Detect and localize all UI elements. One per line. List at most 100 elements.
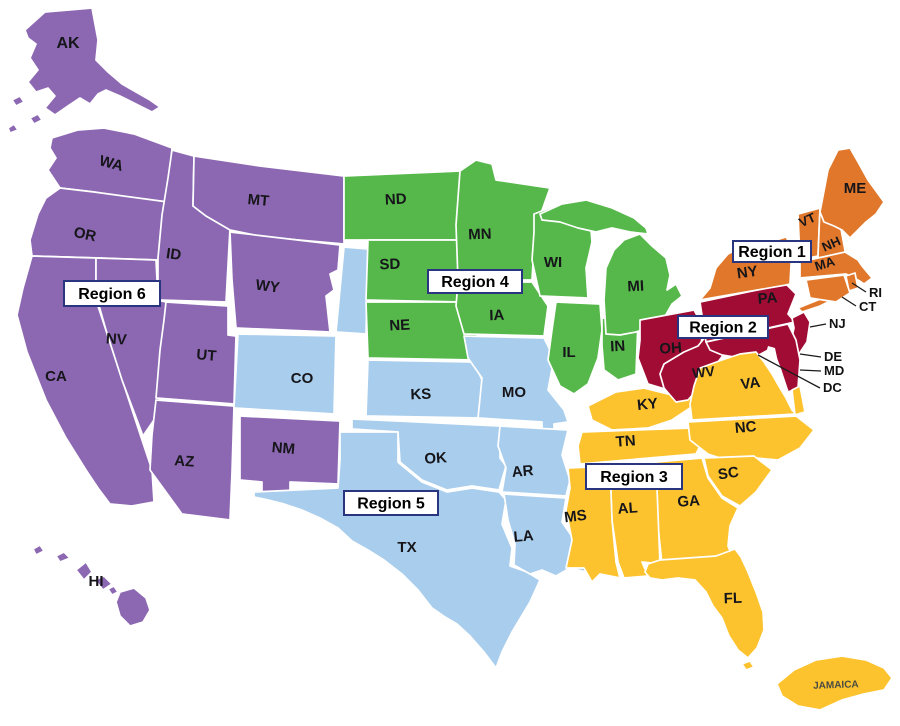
state-label-ga: GA — [677, 492, 701, 511]
tn-shape — [577, 427, 703, 465]
state-label-ok: OK — [424, 449, 448, 468]
state-label-fl: FL — [723, 590, 742, 608]
region4-label: Region 4 — [441, 274, 509, 291]
state-label-sd: SD — [379, 256, 401, 274]
state-label-il: IL — [562, 344, 575, 361]
va-eastern-shore-shape — [791, 385, 806, 416]
state-label-vt: VT — [797, 210, 818, 230]
il-shape — [547, 301, 603, 395]
state-label-mt: MT — [247, 191, 270, 210]
state-label-la: LA — [513, 527, 535, 546]
state-label-ak: AK — [56, 35, 80, 52]
state-label-ny: NY — [736, 263, 759, 283]
region1-label-box — [732, 240, 812, 263]
state-label-oh: OH — [659, 339, 683, 358]
callout-line-de — [799, 353, 822, 358]
state-label-mo: MO — [502, 384, 526, 401]
hi-isle-1-shape — [32, 544, 45, 556]
state-label-nd: ND — [384, 190, 407, 208]
state-label-wv: WV — [691, 363, 716, 381]
or-shape — [29, 187, 169, 261]
state-label-hi: HI — [89, 573, 104, 590]
state-label-ms: MS — [563, 507, 587, 527]
state-label-mi: MI — [627, 278, 645, 296]
state-label-mn: MN — [468, 226, 492, 244]
hi-isle-4-shape — [94, 575, 113, 591]
callout-label-ri: RI — [869, 285, 882, 300]
state-label-tx: TX — [397, 539, 416, 556]
state-label-wa: WA — [97, 152, 125, 175]
region2-label-box — [677, 315, 769, 339]
region-label-boxes-layer: Region 1 Region 2 Region 3 Region 4 Region 5… — [63, 240, 812, 516]
callout-line-md — [799, 369, 822, 372]
hi-isle-3-shape — [75, 561, 93, 581]
state-label-jamaica: JAMAICA — [813, 679, 859, 692]
callout-label-de: DE — [824, 349, 842, 364]
state-label-or: OR — [72, 224, 98, 245]
fl-shape — [644, 548, 765, 659]
state-label-nm: NM — [271, 439, 296, 458]
callout-line-ri — [851, 282, 867, 293]
state-label-al: AL — [617, 499, 638, 517]
region5-label-box — [343, 490, 439, 516]
state-label-co: CO — [291, 370, 314, 387]
hi-isle-6-shape — [115, 587, 151, 627]
region5-label: Region 5 — [357, 496, 425, 513]
co-strip-shape — [335, 246, 369, 335]
state-label-ma: MA — [813, 253, 837, 273]
region6-label: Region 6 — [78, 286, 146, 303]
wy-shape — [229, 231, 341, 333]
callout-line-dc — [757, 354, 821, 389]
chesapeake-bay-shape — [764, 346, 784, 392]
hi-isle-5-shape — [107, 585, 119, 596]
state-label-in: IN — [610, 338, 626, 356]
region2-label: Region 2 — [689, 320, 757, 337]
ak-isle-2-shape — [29, 113, 43, 125]
az-shape — [149, 399, 235, 521]
ms-shape — [565, 465, 621, 583]
ar-shape — [497, 425, 571, 497]
state-label-ca: CA — [45, 368, 67, 385]
me-shape — [819, 147, 885, 239]
region1-label: Region 1 — [738, 244, 806, 261]
region3-label: Region 3 — [600, 469, 668, 486]
state-label-ne: NE — [389, 316, 411, 334]
tx-shape — [253, 431, 541, 669]
state-label-wy: WY — [254, 276, 280, 296]
state-label-tn: TN — [615, 432, 636, 450]
region3-label-box — [585, 463, 683, 490]
state-label-me: ME — [844, 180, 867, 197]
state-label-az: AZ — [174, 452, 195, 470]
callout-label-ct: CT — [859, 299, 876, 314]
state-label-nv: NV — [105, 330, 127, 348]
state-labels-layer: AK HI WA OR CA NV ID MT WY UT AZ NM CO ND SD NE KS OK TX MN… — [45, 35, 866, 692]
state-label-pa: PA — [757, 289, 778, 308]
state-label-ut: UT — [196, 346, 217, 365]
state-label-va: VA — [740, 374, 762, 393]
callout-label-md: MD — [824, 363, 844, 378]
state-label-sc: SC — [717, 464, 740, 484]
state-label-nh: NH — [820, 233, 843, 254]
region4-label-box — [427, 269, 523, 294]
co-shape — [233, 333, 337, 415]
fl-keys-shape — [741, 660, 755, 671]
state-label-nc: NC — [734, 418, 757, 437]
state-label-ky: KY — [636, 395, 659, 414]
state-label-wi: WI — [544, 254, 562, 271]
callout-label-nj: NJ — [829, 316, 846, 331]
state-label-ia: IA — [489, 307, 505, 325]
state-shapes-layer — [7, 7, 893, 711]
sc-shape — [703, 455, 773, 507]
nc-shape — [687, 415, 815, 463]
ak-isle-3-shape — [7, 123, 19, 134]
hi-isle-2-shape — [55, 551, 71, 563]
ak-shape — [24, 7, 161, 116]
callout-line-nj — [809, 323, 827, 328]
callout-line-ct — [841, 296, 857, 307]
state-label-id: ID — [165, 245, 182, 264]
ak-isle-1-shape — [11, 95, 25, 107]
ia-shape — [455, 281, 549, 337]
